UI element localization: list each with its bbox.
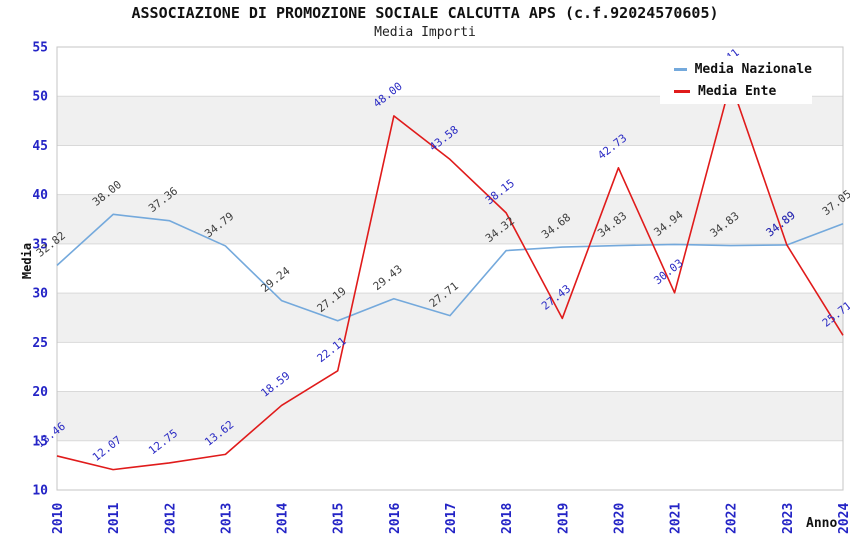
y-tick-label: 50	[32, 90, 48, 105]
y-tick-label: 45	[32, 139, 48, 154]
x-tick-label: 2012	[163, 503, 178, 534]
x-tick-label: 2020	[612, 503, 627, 534]
x-tick-label: 2018	[500, 503, 515, 534]
plot-band	[57, 194, 843, 244]
legend-item-media-nazionale: Media Nazionale	[674, 62, 812, 77]
x-tick-label: 2015	[332, 503, 347, 534]
y-tick-label: 15	[32, 434, 48, 449]
y-tick-label: 20	[32, 385, 48, 400]
plot-band	[57, 293, 843, 343]
plot-border	[56, 46, 844, 491]
y-axis-title: Media	[20, 242, 34, 280]
x-tick-label: 2016	[388, 503, 403, 534]
chart-subtitle: Media Importi	[374, 25, 476, 40]
x-tick-label: 2010	[51, 503, 66, 534]
x-tick-label: 2011	[107, 503, 122, 534]
legend-label: Media Ente	[698, 83, 777, 99]
media-ente-line-swatch-icon	[674, 89, 690, 93]
plot-band	[57, 145, 843, 195]
legend: Media Nazionale Media Ente	[660, 56, 812, 104]
x-tick-label: 2023	[781, 503, 796, 534]
x-tick-label: 2017	[444, 503, 459, 534]
x-tick-label: 2021	[669, 503, 684, 534]
x-tick-label: 2024	[837, 503, 850, 534]
y-tick-label: 30	[32, 287, 48, 302]
legend-item-media-ente: Media Ente	[674, 84, 812, 99]
x-tick-label: 2013	[219, 503, 234, 534]
y-tick-label: 25	[32, 336, 48, 351]
y-tick-label: 40	[32, 188, 48, 203]
plot-band	[57, 391, 843, 441]
legend-label: Media Nazionale	[694, 61, 812, 77]
plot-band	[57, 342, 843, 392]
plot-band	[57, 243, 843, 294]
y-tick-label: 35	[32, 237, 48, 252]
chart-title: ASSOCIAZIONE DI PROMOZIONE SOCIALE CALCU…	[131, 4, 719, 22]
series-line-media-ente	[56, 81, 844, 471]
x-axis-title: Anno	[806, 516, 838, 531]
plot-band	[57, 96, 843, 146]
y-tick-label: 55	[32, 41, 48, 56]
x-tick-label: 2014	[276, 503, 291, 534]
series-line-media-nazionale	[56, 213, 844, 322]
plot-band	[57, 440, 843, 490]
y-tick-label: 10	[32, 484, 48, 499]
x-tick-label: 2022	[725, 503, 740, 534]
media-nazionale-line-swatch-icon	[674, 67, 687, 71]
x-tick-label: 2019	[556, 503, 571, 534]
